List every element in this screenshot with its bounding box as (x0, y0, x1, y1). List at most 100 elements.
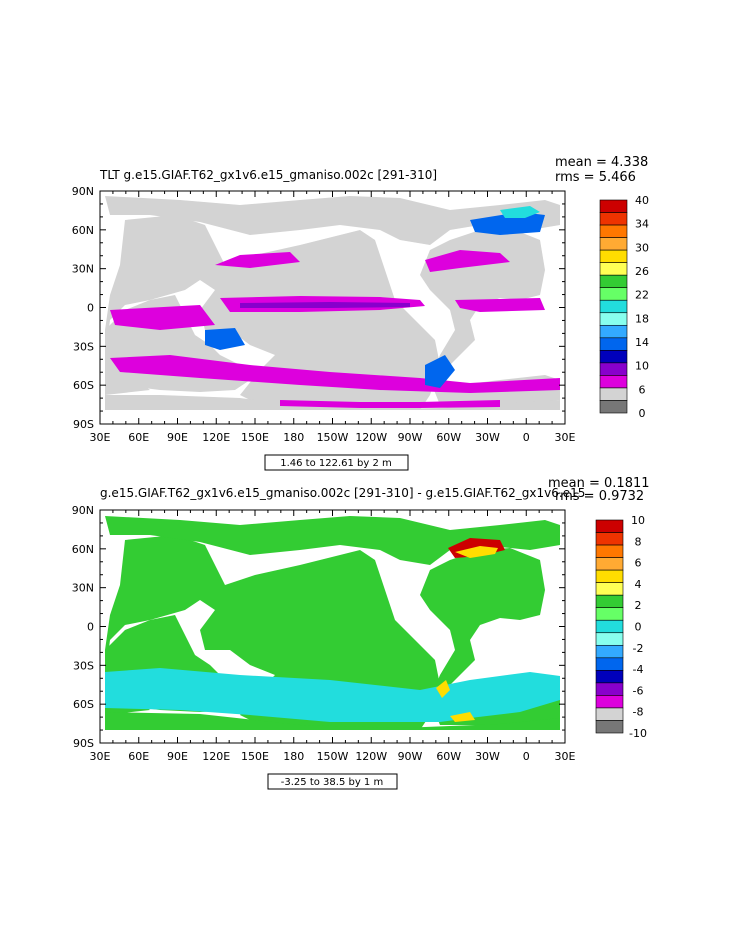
panel-top-colorbar-label: 22 (635, 289, 649, 302)
panel-top-title: TLT g.e15.GIAF.T62_gx1v6.e15_gmaniso.002… (99, 168, 437, 182)
panel-bottom-colorbar-label: -10 (629, 727, 647, 740)
panel-top-colorbar-swatch (599, 274, 628, 289)
panel-bottom-xtick-label: 120E (202, 750, 230, 763)
panel-top-colorbar-label: 18 (635, 312, 649, 325)
panel-top-colorbar-swatch (599, 312, 628, 326)
panel-bottom-ytick-label: 0 (87, 621, 94, 634)
panel-bottom-colorbar-label: 0 (635, 621, 642, 634)
panel-bottom-colorbar-swatch (595, 657, 624, 671)
panel-bottom-colorbar-swatch (595, 519, 624, 533)
panel-top-colorbar-label: 34 (635, 218, 649, 231)
panel-top-xtick-label: 60E (128, 431, 149, 444)
panel-bottom-colorbar-label: 10 (631, 514, 645, 527)
panel-bottom-colorbar-swatch (595, 682, 624, 696)
panel-top-colorbar-swatch (599, 400, 628, 414)
panel-bottom-ytick-label: 30N (72, 582, 94, 595)
panel-top-ytick-label: 0 (87, 302, 94, 315)
panel-top-ytick-label: 30N (72, 263, 94, 276)
panel-top: TLT g.e15.GIAF.T62_gx1v6.e15_gmaniso.002… (72, 155, 649, 471)
panel-top-xtick-label: 150W (317, 431, 349, 444)
panel-bottom-colorbar-swatch (595, 544, 624, 558)
panel-bottom-xtick-label: 0 (523, 750, 530, 763)
panel-top-ytick-label: 60S (73, 379, 94, 392)
panel-top-colorbar-swatch (599, 262, 628, 276)
panel-top-feature-indian-band (110, 305, 215, 330)
panel-bottom-ocean-antarctic-edge (105, 712, 560, 730)
panel-top-ocean-atlantic (420, 228, 560, 405)
panel-top-colorbar-swatch (599, 387, 628, 401)
panel-top-colorbar-swatch (599, 299, 628, 314)
panel-top-xtick-label: 120W (355, 431, 387, 444)
panel-top-range-frame (264, 454, 409, 471)
panel-bottom-mean: mean = 0.1811 (548, 476, 650, 491)
panel-bottom-xtick-label: 150W (317, 750, 349, 763)
panel-top-colorbar-swatch (599, 324, 628, 339)
panel-bottom-colorbar: 10 8 6 4 2 0 -2 -4 -6 -8 -10 (595, 514, 647, 740)
panel-bottom-range-frame (267, 773, 398, 790)
panel-bottom-feature-northatlantic-yellow (455, 546, 498, 558)
panel-bottom-ocean-arctic (105, 516, 560, 565)
panel-bottom-colorbar-swatch (595, 582, 624, 596)
panel-bottom-xtick-label: 120W (355, 750, 387, 763)
panel-top-range-text: 1.46 to 122.61 by 2 m (280, 458, 392, 469)
panel-bottom-ytick-label: 90S (73, 737, 94, 750)
panel-top-xtick-label: 90W (398, 431, 423, 444)
panel-bottom-rms: rms = 0.9732 (555, 489, 644, 504)
panel-bottom-colorbar-swatch (595, 720, 624, 734)
panel-top-colorbar: 40 34 30 26 22 18 14 10 6 0 (599, 194, 649, 420)
panel-top-feature-nordic (500, 206, 540, 218)
panel-top-ocean-south (105, 395, 560, 410)
panel-top-feature-kuroshio (215, 252, 300, 268)
panel-top-ytick-label: 60N (72, 224, 94, 237)
panel-top-xtick-label: 150E (241, 431, 269, 444)
panel-bottom-xtick-label: 30E (90, 750, 111, 763)
panel-top-colorbar-label: 6 (639, 383, 646, 396)
panel-bottom-colorbar-swatch (595, 594, 624, 609)
panel-bottom-colorbar-swatch (595, 707, 624, 721)
panel-top-colorbar-swatch (599, 224, 628, 238)
panel-bottom-feature-antarctic-yellow (450, 712, 475, 722)
panel-bottom-ytick-label: 90N (72, 504, 94, 517)
panel-top-colorbar-swatch (599, 287, 628, 301)
panel-top-colorbar-swatch (599, 337, 628, 351)
panel-top-colorbar-swatch (599, 375, 628, 389)
panel-top-mean: mean = 4.338 (555, 155, 648, 170)
panel-bottom-colorbar-label: -8 (633, 706, 644, 719)
panel-bottom-colorbar-label: 6 (635, 557, 642, 570)
panel-top-feature-tasman (205, 328, 245, 350)
panel-bottom-colorbar-swatch (595, 532, 624, 546)
panel-bottom-title: g.e15.GIAF.T62_gx1v6.e15_gmaniso.002c [2… (100, 486, 585, 500)
panel-bottom-range-text: -3.25 to 38.5 by 1 m (281, 777, 383, 788)
panel-bottom-colorbar-swatch (595, 695, 624, 709)
panel-top-feature-north-atlantic (470, 212, 545, 235)
panel-top-feature-antarctic-edge (280, 400, 500, 408)
panel-top-ocean-arctic (105, 196, 560, 245)
panel-top-feature-equatorial-core (240, 302, 410, 308)
panel-top-xtick-label: 90E (167, 431, 188, 444)
panel-top-colorbar-label: 0 (639, 407, 646, 420)
panel-top-ytick-label: 90N (72, 185, 94, 198)
panel-top-colorbar-label: 40 (635, 194, 649, 207)
panel-top-ytick-label: 90S (73, 418, 94, 431)
panel-top-feature-southern-ring (110, 355, 560, 393)
panel-bottom-xtick-label: 30W (475, 750, 500, 763)
panel-top-feature-gulfstream (425, 250, 510, 272)
panel-top-ytick-label: 30S (73, 340, 94, 353)
panel-top-colorbar-label: 30 (635, 241, 649, 254)
panel-bottom: g.e15.GIAF.T62_gx1v6.e15_gmaniso.002c [2… (72, 476, 650, 790)
panel-bottom-ytick-label: 30S (73, 659, 94, 672)
panel-bottom-colorbar-label: 2 (635, 599, 642, 612)
panel-top-rms: rms = 5.466 (555, 170, 636, 185)
panel-bottom-colorbar-label: 4 (635, 578, 642, 591)
panel-top-colorbar-swatch (599, 249, 628, 263)
panel-top-xtick-label: 60W (436, 431, 461, 444)
panel-bottom-xtick-label: 90E (167, 750, 188, 763)
panel-top-colorbar-label: 14 (635, 336, 649, 349)
panel-bottom-xtick-label: 60W (436, 750, 461, 763)
panel-bottom-map (99, 509, 566, 744)
panel-bottom-range-box: -3.25 to 38.5 by 1 m (267, 773, 398, 790)
panel-bottom-xtick-label: 90W (398, 750, 423, 763)
panel-bottom-ytick-label: 60S (73, 698, 94, 711)
